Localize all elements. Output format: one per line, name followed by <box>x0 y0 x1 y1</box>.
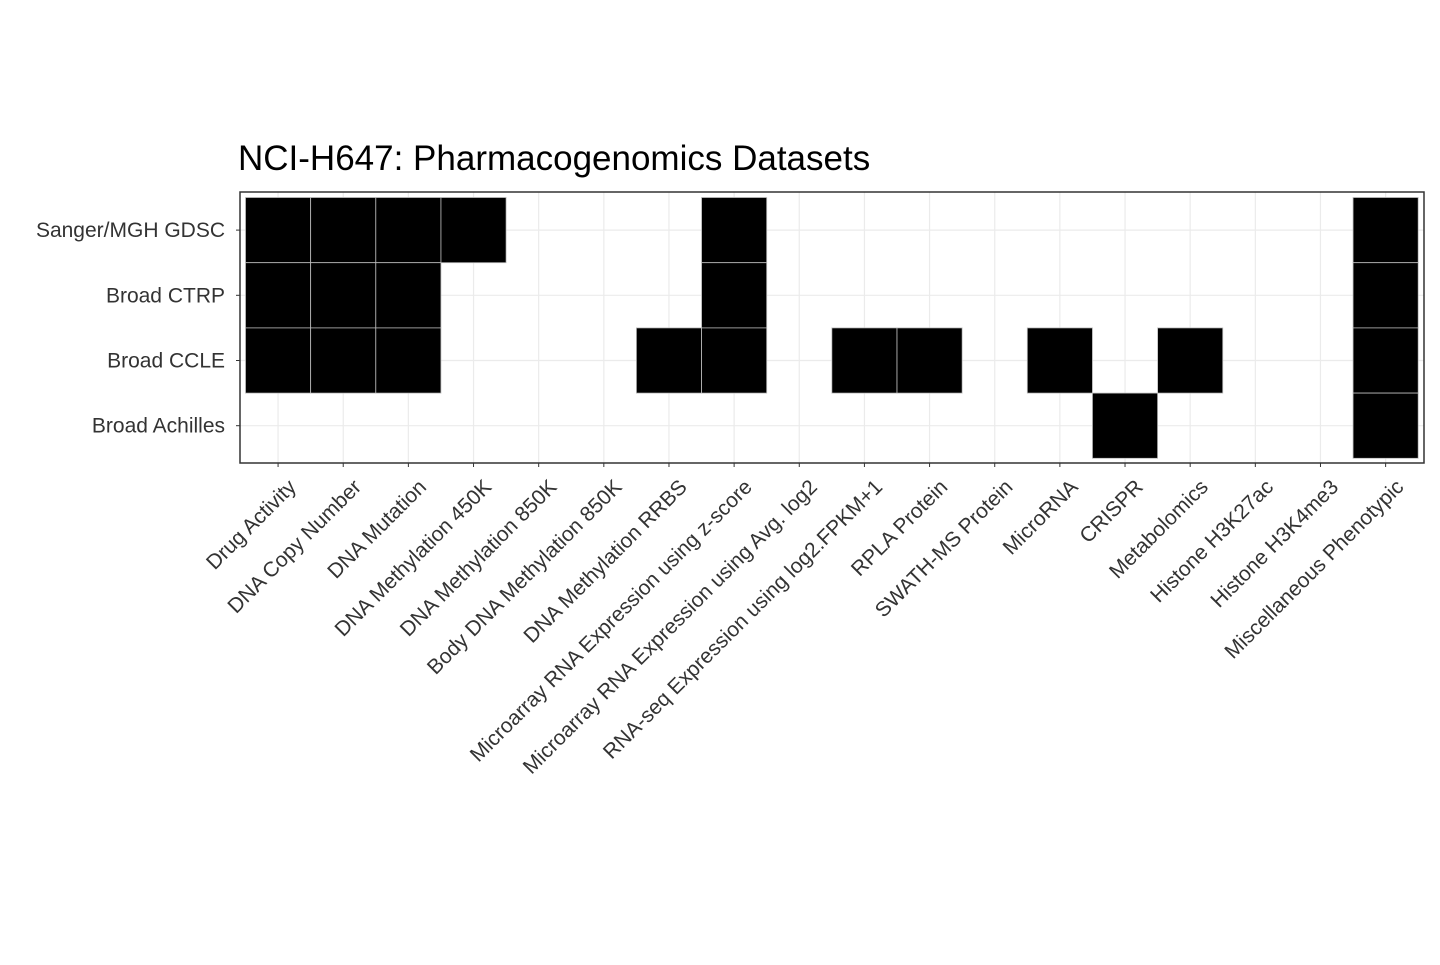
heatmap-cell <box>245 327 312 394</box>
heatmap-cells <box>245 197 1419 459</box>
heatmap-cell <box>1352 327 1419 394</box>
heatmap-cell <box>310 262 377 329</box>
y-tick-label: Broad Achilles <box>92 415 225 438</box>
heatmap-cell <box>701 327 768 394</box>
heatmap-cell <box>1026 327 1093 394</box>
heatmap-cell <box>636 327 702 394</box>
chart-title: NCI-H647: Pharmacogenomics Datasets <box>238 139 870 178</box>
panel-border <box>239 191 1425 464</box>
heatmap-cell <box>896 327 963 394</box>
y-tick-label: Broad CCLE <box>107 350 225 373</box>
heatmap-cell <box>1157 327 1224 394</box>
heatmap-cell <box>701 197 768 264</box>
heatmap-cell <box>245 262 312 329</box>
heatmap-cell <box>440 197 507 264</box>
heatmap-cell <box>1092 392 1158 459</box>
heatmap-cell <box>310 327 377 394</box>
heatmap-cell <box>245 197 312 264</box>
heatmap-cell <box>310 197 377 264</box>
y-tick-label: Sanger/MGH GDSC <box>36 219 225 242</box>
heatmap-cell <box>375 197 442 264</box>
heatmap-cell <box>1352 262 1419 329</box>
x-tick-label: Histone H3K27ac <box>1146 475 1278 607</box>
y-tick-label: Broad CTRP <box>106 284 225 307</box>
heatmap-cell <box>1352 197 1419 264</box>
heatmap-cell <box>701 262 768 329</box>
heatmap-cell <box>375 327 442 394</box>
heatmap-cell <box>375 262 442 329</box>
heatmap-cell <box>831 327 898 394</box>
y-axis-ticks: Sanger/MGH GDSC Broad CTRP Broad CCLE Broad… <box>36 219 240 438</box>
heatmap-cell <box>1352 392 1419 459</box>
